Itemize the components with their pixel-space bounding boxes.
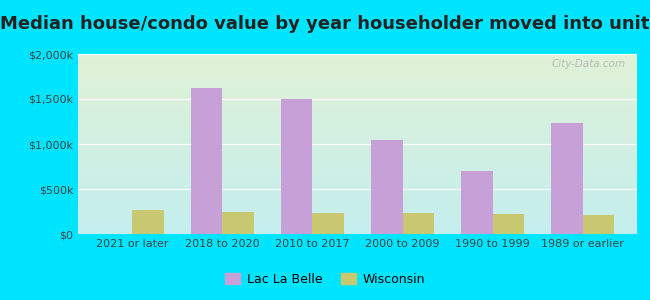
Bar — [462, 171, 493, 234]
Legend: Lac La Belle, Wisconsin: Lac La Belle, Wisconsin — [220, 268, 430, 291]
Bar — [222, 212, 254, 234]
Bar — [190, 88, 222, 234]
Bar — [132, 210, 164, 234]
Text: Median house/condo value by year householder moved into unit: Median house/condo value by year househo… — [0, 15, 650, 33]
Text: City-Data.com: City-Data.com — [552, 59, 626, 69]
Bar — [583, 215, 614, 234]
Bar — [402, 213, 434, 234]
Bar — [313, 213, 344, 234]
Bar — [281, 99, 313, 234]
Bar — [493, 214, 525, 234]
Bar — [551, 123, 583, 234]
Bar — [371, 140, 402, 234]
